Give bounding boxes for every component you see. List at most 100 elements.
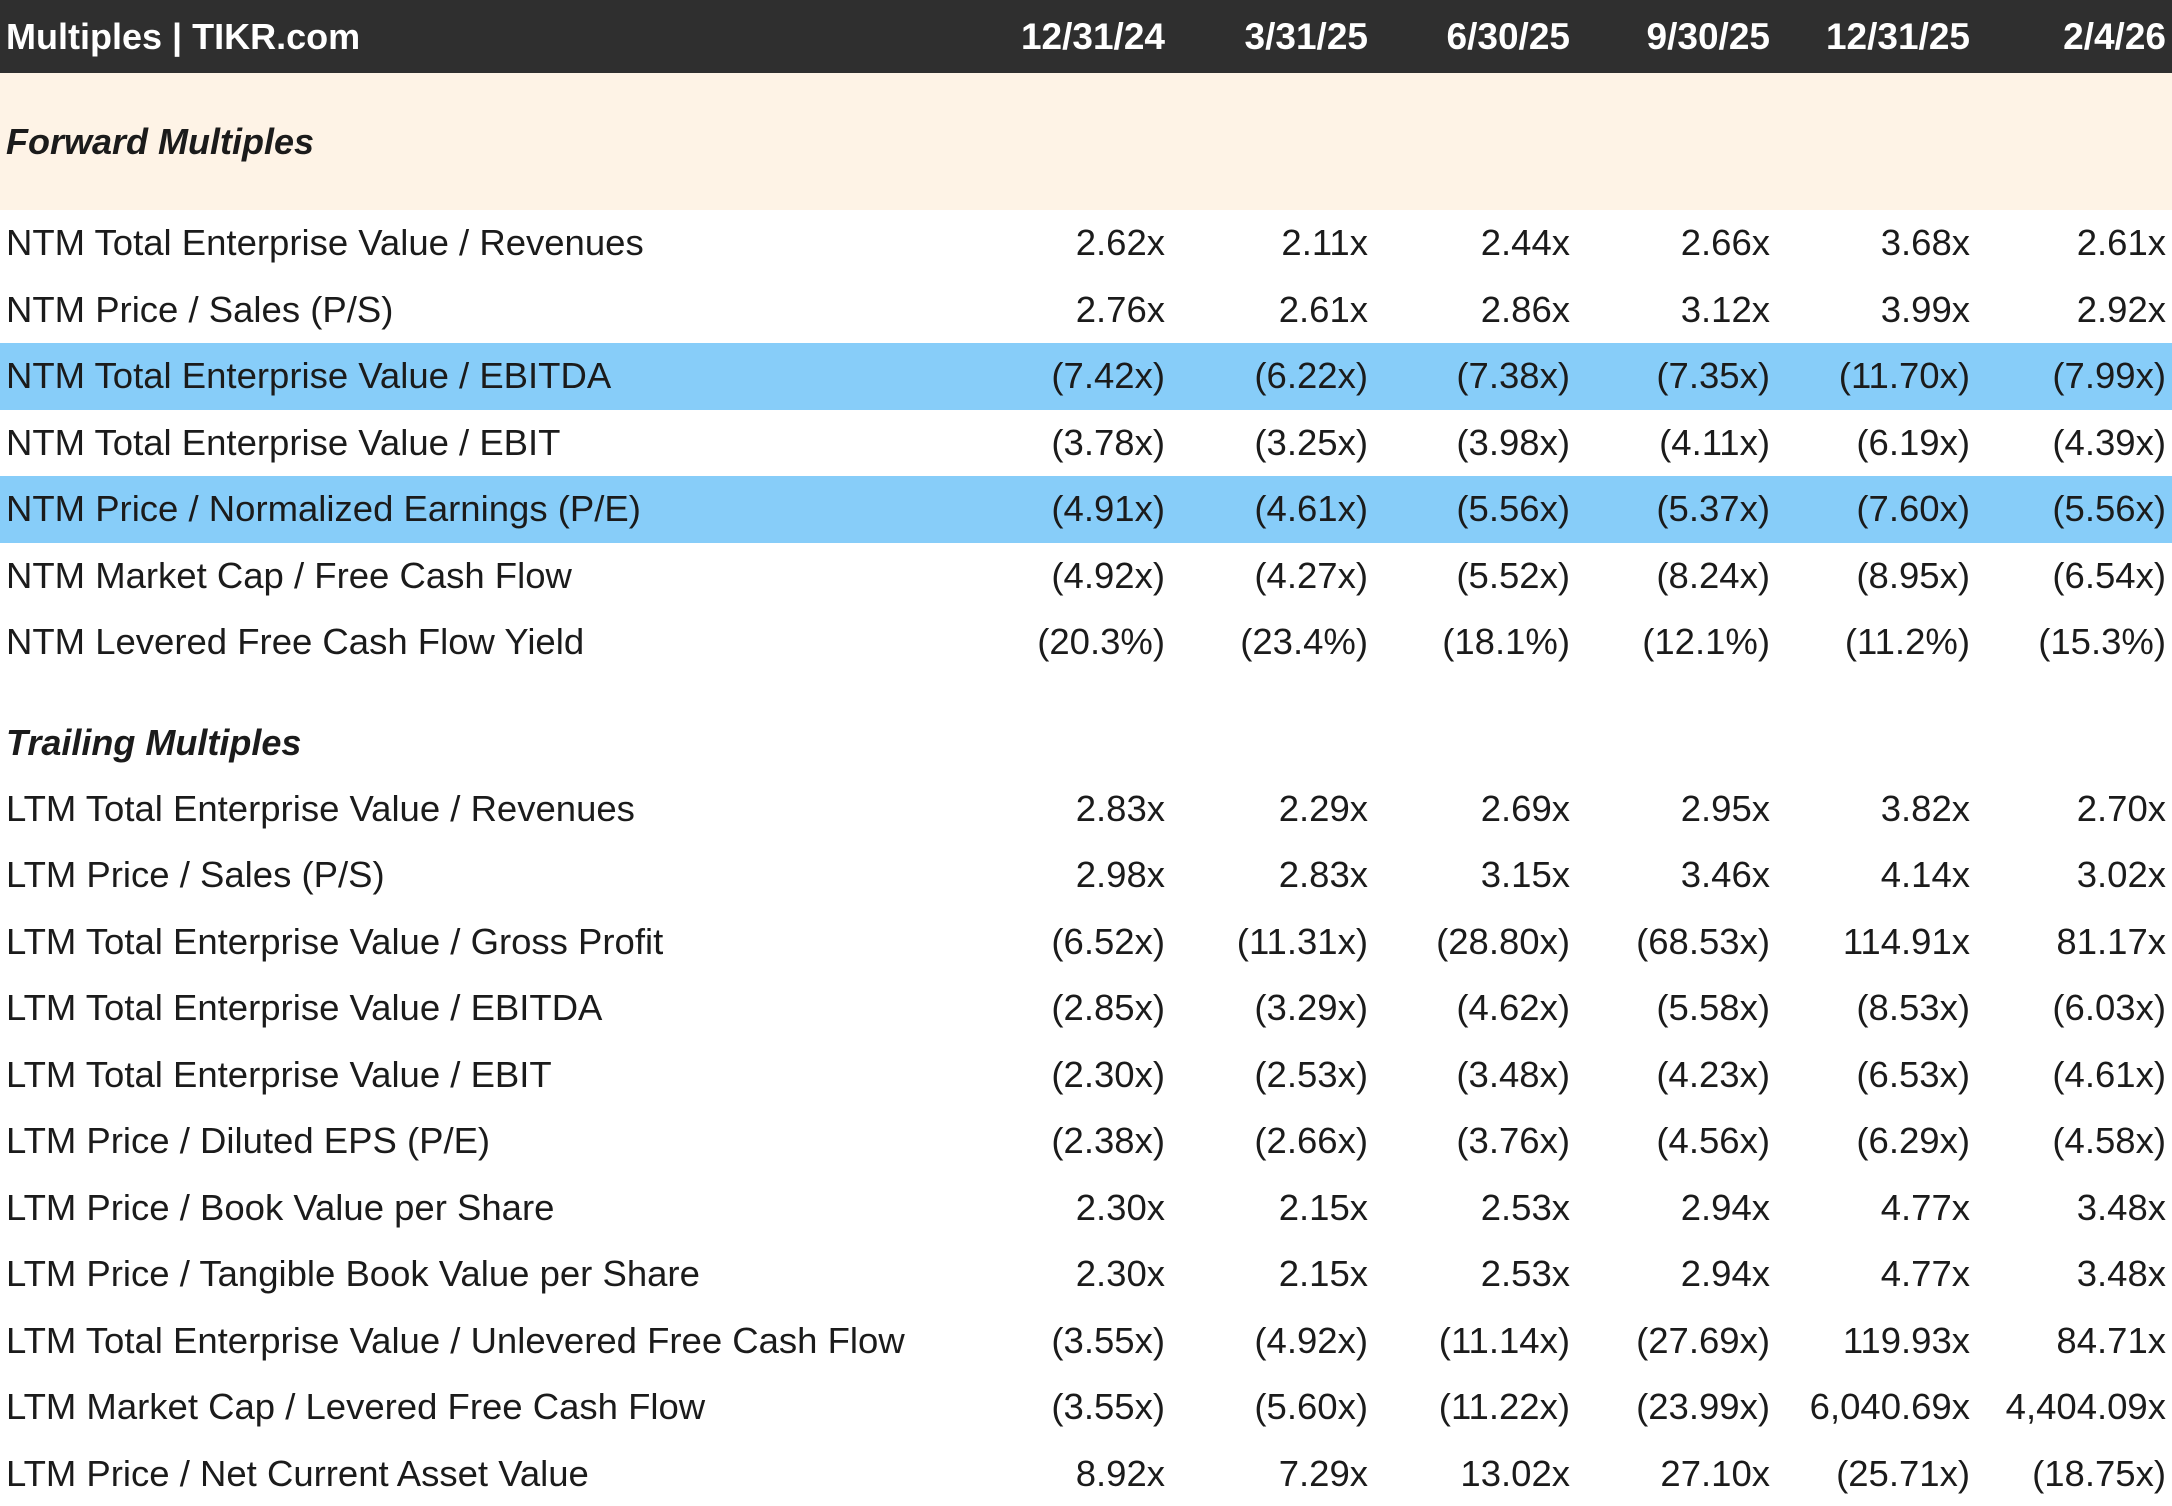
row-value: 81.17x bbox=[2056, 920, 2166, 962]
row-value: 114.91x bbox=[1842, 920, 1970, 962]
row-value: (5.37x) bbox=[1656, 488, 1770, 530]
table-row[interactable]: LTM Market Cap / Levered Free Cash Flow (… bbox=[0, 1374, 2172, 1441]
row-value: (4.11x) bbox=[1659, 421, 1770, 463]
row-label[interactable]: LTM Price / Diluted EPS (P/E) bbox=[6, 1120, 491, 1162]
row-value: (7.35x) bbox=[1656, 355, 1770, 397]
row-value: (5.56x) bbox=[2052, 488, 2166, 530]
table-row[interactable]: NTM Total Enterprise Value / EBIT (3.78x)… bbox=[0, 410, 2172, 477]
row-value: (5.60x) bbox=[1254, 1386, 1368, 1428]
row-value: 2.29x bbox=[1278, 787, 1368, 829]
row-label[interactable]: LTM Total Enterprise Value / EBIT bbox=[6, 1053, 552, 1095]
table-row[interactable]: LTM Price / Net Current Asset Value 8.92x… bbox=[0, 1441, 2172, 1506]
section-title: Forward Multiples bbox=[6, 120, 315, 162]
row-value: (8.24x) bbox=[1656, 554, 1770, 596]
row-value: (11.22x) bbox=[1438, 1386, 1570, 1428]
row-label[interactable]: NTM Price / Normalized Earnings (P/E) bbox=[6, 488, 641, 530]
row-value: 2.44x bbox=[1480, 222, 1570, 264]
row-label[interactable]: NTM Total Enterprise Value / EBIT bbox=[6, 421, 561, 463]
row-label[interactable]: LTM Total Enterprise Value / EBITDA bbox=[6, 987, 603, 1029]
row-value: (8.53x) bbox=[1856, 987, 1970, 1029]
row-value: 2.62x bbox=[1075, 222, 1165, 264]
table-row[interactable]: NTM Levered Free Cash Flow Yield (20.3%) (… bbox=[0, 609, 2172, 676]
date-column-header[interactable]: 12/31/25 bbox=[1825, 15, 1970, 57]
date-column-header[interactable]: 9/30/25 bbox=[1646, 15, 1770, 57]
table-row[interactable]: LTM Price / Diluted EPS (P/E) (2.38x) (2.6… bbox=[0, 1108, 2172, 1175]
row-value: (6.22x) bbox=[1254, 355, 1368, 397]
row-value: 27.10x bbox=[1660, 1452, 1770, 1494]
section-spacer bbox=[0, 676, 2172, 710]
row-value: 3.48x bbox=[2076, 1186, 2166, 1228]
row-value: (4.27x) bbox=[1254, 554, 1368, 596]
row-value: 2.53x bbox=[1480, 1186, 1570, 1228]
row-value: 2.30x bbox=[1075, 1186, 1165, 1228]
row-value: (2.85x) bbox=[1051, 987, 1165, 1029]
row-value: 2.30x bbox=[1075, 1253, 1165, 1295]
row-value: (11.2%) bbox=[1844, 621, 1970, 663]
row-value: (4.58x) bbox=[2052, 1120, 2166, 1162]
row-label[interactable]: NTM Total Enterprise Value / Revenues bbox=[6, 222, 644, 264]
row-label[interactable]: LTM Total Enterprise Value / Gross Profi… bbox=[6, 920, 664, 962]
row-value: (4.92x) bbox=[1051, 554, 1165, 596]
row-value: (18.1%) bbox=[1442, 621, 1570, 663]
row-label[interactable]: LTM Price / Tangible Book Value per Shar… bbox=[6, 1253, 700, 1295]
row-label[interactable]: NTM Levered Free Cash Flow Yield bbox=[6, 621, 585, 663]
row-value: 2.69x bbox=[1480, 787, 1570, 829]
row-label[interactable]: LTM Price / Sales (P/S) bbox=[6, 854, 385, 896]
row-label[interactable]: NTM Total Enterprise Value / EBITDA bbox=[6, 355, 612, 397]
row-value: 3.15x bbox=[1480, 854, 1570, 896]
row-label[interactable]: NTM Market Cap / Free Cash Flow bbox=[6, 554, 572, 596]
row-value: (4.62x) bbox=[1456, 987, 1570, 1029]
table-row[interactable]: LTM Total Enterprise Value / EBITDA (2.85… bbox=[0, 975, 2172, 1042]
row-value: (6.52x) bbox=[1051, 920, 1165, 962]
table-row[interactable]: LTM Total Enterprise Value / Gross Profi… bbox=[0, 909, 2172, 976]
row-value: 3.46x bbox=[1680, 854, 1770, 896]
row-value: (2.66x) bbox=[1254, 1120, 1368, 1162]
row-value: (3.29x) bbox=[1254, 987, 1368, 1029]
table-row[interactable]: LTM Price / Book Value per Share 2.30x 2.1… bbox=[0, 1175, 2172, 1242]
row-label[interactable]: LTM Price / Book Value per Share bbox=[6, 1186, 555, 1228]
row-value: 3.99x bbox=[1880, 288, 1970, 330]
row-value: (2.53x) bbox=[1254, 1053, 1368, 1095]
row-value: 2.53x bbox=[1480, 1253, 1570, 1295]
table-row[interactable]: LTM Price / Sales (P/S) 2.98x 2.83x 3.15x 3.… bbox=[0, 842, 2172, 909]
row-value: 2.95x bbox=[1680, 787, 1770, 829]
row-value: 2.98x bbox=[1075, 854, 1165, 896]
row-label[interactable]: NTM Price / Sales (P/S) bbox=[6, 288, 394, 330]
row-label[interactable]: LTM Market Cap / Levered Free Cash Flow bbox=[6, 1386, 706, 1428]
table-header: Multiples | TIKR.com 12/31/24 3/31/25 6/… bbox=[0, 0, 2172, 73]
table-row[interactable]: LTM Total Enterprise Value / Unlevered F… bbox=[0, 1308, 2172, 1375]
row-value: 3.48x bbox=[2076, 1253, 2166, 1295]
row-value: 2.86x bbox=[1480, 288, 1570, 330]
table-row[interactable]: NTM Price / Normalized Earnings (P/E) (4.… bbox=[0, 476, 2172, 543]
date-column-header[interactable]: 12/31/24 bbox=[1020, 15, 1165, 57]
row-value: (8.95x) bbox=[1856, 554, 1970, 596]
table-row[interactable]: NTM Price / Sales (P/S) 2.76x 2.61x 2.86x 3.… bbox=[0, 277, 2172, 344]
row-value: (3.25x) bbox=[1254, 421, 1368, 463]
table-row[interactable]: LTM Price / Tangible Book Value per Shar… bbox=[0, 1241, 2172, 1308]
table-title: Multiples | TIKR.com bbox=[6, 15, 361, 57]
row-label[interactable]: LTM Price / Net Current Asset Value bbox=[6, 1452, 589, 1494]
row-value: (4.61x) bbox=[1254, 488, 1368, 530]
table-row[interactable]: NTM Market Cap / Free Cash Flow (4.92x) (4… bbox=[0, 543, 2172, 610]
row-value: (7.38x) bbox=[1456, 355, 1570, 397]
date-column-header[interactable]: 3/31/25 bbox=[1244, 15, 1368, 57]
date-column-header[interactable]: 2/4/26 bbox=[2063, 15, 2166, 57]
row-label[interactable]: LTM Total Enterprise Value / Revenues bbox=[6, 787, 635, 829]
row-value: (6.54x) bbox=[2052, 554, 2166, 596]
row-value: (12.1%) bbox=[1642, 621, 1770, 663]
date-column-header[interactable]: 6/30/25 bbox=[1446, 15, 1570, 57]
table-row[interactable]: NTM Total Enterprise Value / Revenues 2.6… bbox=[0, 210, 2172, 277]
row-value: (5.52x) bbox=[1456, 554, 1570, 596]
row-value: 2.61x bbox=[1278, 288, 1368, 330]
row-label[interactable]: LTM Total Enterprise Value / Unlevered F… bbox=[6, 1319, 905, 1361]
row-value: (23.4%) bbox=[1240, 621, 1368, 663]
row-value: 2.66x bbox=[1680, 222, 1770, 264]
row-value: (3.55x) bbox=[1051, 1319, 1165, 1361]
table-row[interactable]: NTM Total Enterprise Value / EBITDA (7.42… bbox=[0, 343, 2172, 410]
row-value: (3.76x) bbox=[1456, 1120, 1570, 1162]
row-value: 4.14x bbox=[1880, 854, 1970, 896]
row-value: (5.56x) bbox=[1456, 488, 1570, 530]
table-row[interactable]: LTM Total Enterprise Value / EBIT (2.30x)… bbox=[0, 1042, 2172, 1109]
row-value: (27.69x) bbox=[1636, 1319, 1770, 1361]
table-row[interactable]: LTM Total Enterprise Value / Revenues 2.8… bbox=[0, 776, 2172, 843]
